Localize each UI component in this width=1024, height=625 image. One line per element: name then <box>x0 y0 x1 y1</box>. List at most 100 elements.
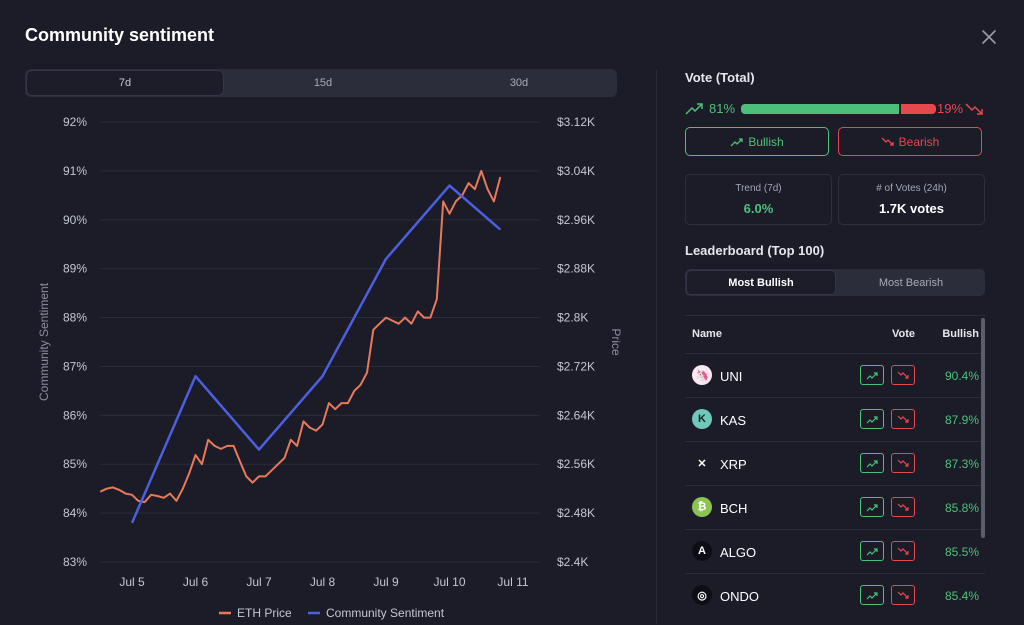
right-tick-label: $2.96K <box>557 213 595 227</box>
bch-icon: ₿ <box>692 497 712 517</box>
vote-bearish-icon[interactable] <box>891 409 915 429</box>
trend-up-icon <box>685 103 703 115</box>
x-tick-label: Jul 5 <box>119 575 145 589</box>
right-tick-label: $2.48K <box>557 506 595 520</box>
coin-symbol: ONDO <box>720 589 759 604</box>
left-tick-label: 88% <box>63 311 87 325</box>
x-tick-label: Jul 8 <box>310 575 336 589</box>
vote-bullish-icon[interactable] <box>860 541 884 561</box>
table-row[interactable]: 🦄 UNI 90.4% <box>685 353 985 397</box>
trend-stat-value: 6.0% <box>743 201 774 216</box>
vote-bullish-icon[interactable] <box>860 497 884 517</box>
vote-bullish-icon[interactable] <box>860 453 884 473</box>
vote-bearish-icon[interactable] <box>891 497 915 517</box>
table-header: Name Vote Bullish <box>685 316 985 353</box>
coin-symbol: BCH <box>720 501 748 516</box>
votes-stat-value: 1.7K votes <box>878 201 945 216</box>
vote-bullish-icon[interactable] <box>860 585 884 605</box>
eth-price-line <box>99 169 502 504</box>
trend-stat: Trend (7d) 6.0% <box>685 174 832 225</box>
coin-symbol: UNI <box>720 369 743 384</box>
coin-symbol: ALGO <box>720 545 757 560</box>
right-tick-label: $2.64K <box>557 408 595 422</box>
bullish-percent-value: 85.5% <box>944 545 979 559</box>
x-tick-label: Jul 7 <box>246 575 272 589</box>
vote-bearish-icon[interactable] <box>891 365 915 385</box>
bullish-button[interactable]: Bullish <box>685 127 829 156</box>
right-tick-label: $2.8K <box>557 311 588 325</box>
leaderboard-tabs: Most Bullish Most Bearish <box>685 269 985 296</box>
leaderboard-title: Leaderboard (Top 100) <box>685 243 825 258</box>
xrp-icon: ✕ <box>692 453 712 473</box>
table-row[interactable]: ₿ BCH 85.8% <box>685 485 985 529</box>
ondo-icon: ◎ <box>692 585 712 605</box>
left-tick-label: 89% <box>63 262 87 276</box>
table-row[interactable]: A ALGO 85.5% <box>685 529 985 573</box>
tab-most-bullish[interactable]: Most Bullish <box>686 270 836 295</box>
right-tick-label: $2.56K <box>557 457 595 471</box>
bullish-percent-value: 87.3% <box>944 457 979 471</box>
bearish-bar <box>901 104 936 114</box>
tab-30d[interactable]: 30d <box>509 77 529 89</box>
kas-icon: K <box>692 409 712 429</box>
left-tick-label: 86% <box>63 408 87 422</box>
vote-bullish-icon[interactable] <box>860 365 884 385</box>
trend-down-icon <box>881 137 894 146</box>
right-tick-label: $2.88K <box>557 262 595 276</box>
bullish-percent-value: 85.4% <box>944 589 979 603</box>
left-tick-label: 85% <box>63 457 87 471</box>
vote-bearish-icon[interactable] <box>891 453 915 473</box>
page-title: Community sentiment <box>25 25 215 45</box>
sentiment-chart: 92% $3.12K 91% $3.04K 90% $2.96K 89% $2.88K 88% $… <box>37 115 623 620</box>
table-row[interactable]: ✕ XRP 87.3% <box>685 441 985 485</box>
left-tick-label: 92% <box>63 115 87 129</box>
scrollbar[interactable] <box>981 318 985 538</box>
col-vote: Vote <box>892 328 916 340</box>
x-tick-label: Jul 6 <box>183 575 209 589</box>
col-bullish: Bullish <box>942 328 979 340</box>
leaderboard-table: Name Vote Bullish 🦄 UNI 90.4% K KAS 87.9% ✕ XRP… <box>685 315 985 625</box>
uni-icon: 🦄 <box>692 365 712 385</box>
vote-bullish-icon[interactable] <box>860 409 884 429</box>
left-tick-label: 87% <box>63 359 87 373</box>
tab-15d[interactable]: 15d <box>313 77 333 89</box>
bearish-button-label: Bearish <box>898 134 940 149</box>
bearish-percent: 19% <box>937 101 964 116</box>
table-row[interactable]: K KAS 87.9% <box>685 397 985 441</box>
close-icon[interactable] <box>979 27 999 47</box>
bullish-bar <box>741 104 899 114</box>
legend-eth-label: ETH Price <box>237 606 292 620</box>
vote-bearish-icon[interactable] <box>891 541 915 561</box>
algo-icon: A <box>692 541 712 561</box>
left-tick-label: 83% <box>63 555 87 569</box>
votes-stat-label: # of Votes (24h) <box>876 183 947 194</box>
bullish-button-label: Bullish <box>748 134 784 149</box>
right-tick-label: $3.12K <box>557 115 595 129</box>
left-tick-label: 84% <box>63 506 87 520</box>
bullish-percent: 81% <box>709 101 736 116</box>
range-tabs: 7d 15d 30d <box>25 69 617 97</box>
trend-up-icon <box>730 137 743 146</box>
coin-symbol: XRP <box>720 457 747 472</box>
table-row[interactable]: ◎ ONDO 85.4% <box>685 573 985 617</box>
bullish-percent-value: 85.8% <box>944 501 979 515</box>
left-tick-label: 90% <box>63 213 87 227</box>
coin-symbol: KAS <box>720 413 747 428</box>
trend-down-icon <box>965 103 983 115</box>
bearish-button[interactable]: Bearish <box>838 127 982 156</box>
col-name: Name <box>692 328 722 340</box>
right-tick-label: $2.4K <box>557 555 588 569</box>
community-sentiment-line <box>130 184 502 524</box>
bullish-percent-value: 90.4% <box>944 369 979 383</box>
vote-bearish-icon[interactable] <box>891 585 915 605</box>
vote-title: Vote (Total) <box>685 70 755 85</box>
left-tick-label: 91% <box>63 164 87 178</box>
x-tick-label: Jul 10 <box>433 575 465 589</box>
x-tick-label: Jul 11 <box>497 575 528 589</box>
tab-most-bearish[interactable]: Most Bearish <box>878 276 944 289</box>
panel-divider <box>656 70 657 624</box>
vote-bar: 81% 19% <box>685 100 985 118</box>
tab-7d[interactable]: 7d <box>26 70 224 96</box>
right-tick-label: $3.04K <box>557 164 595 178</box>
trend-stat-label: Trend (7d) <box>735 183 782 194</box>
